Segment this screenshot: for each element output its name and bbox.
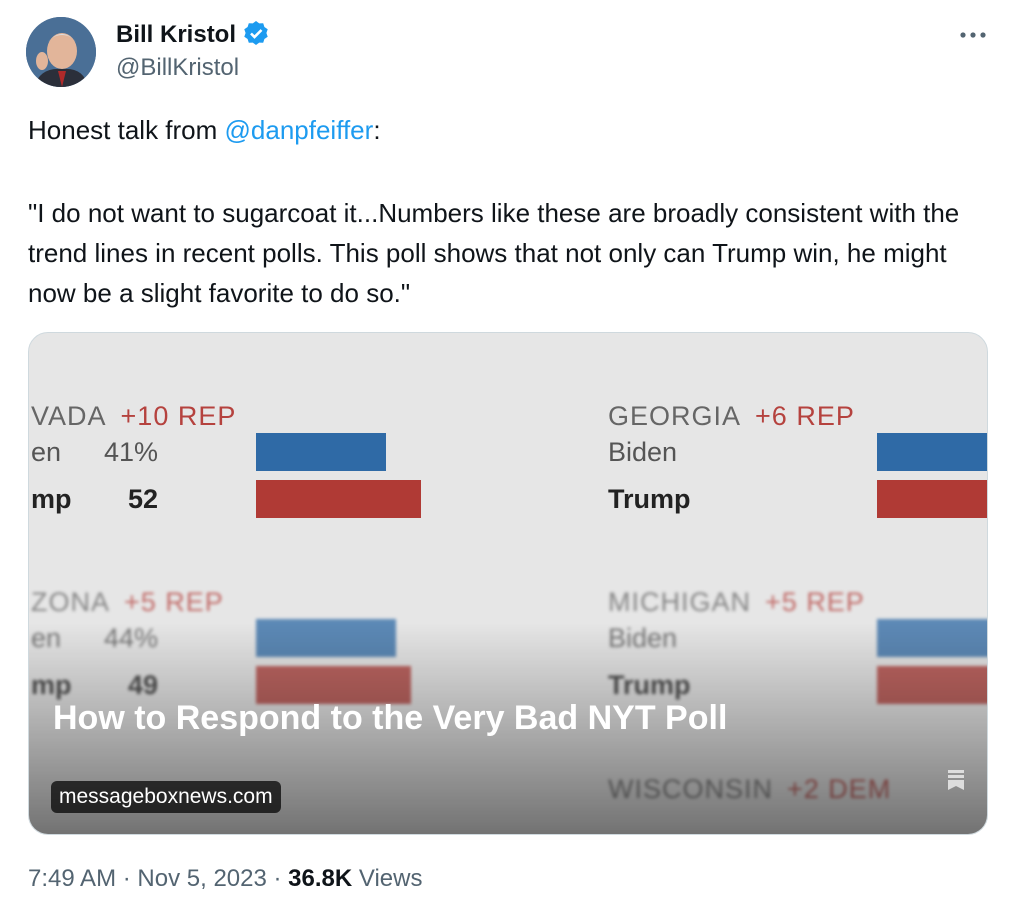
candidate: en: [31, 437, 62, 467]
more-menu[interactable]: [958, 28, 990, 42]
mention[interactable]: @danpfeiffer: [224, 115, 374, 145]
intro-end: :: [373, 115, 381, 145]
poll-panel: VADA +10 REP en 41% mp 52: [31, 401, 431, 561]
poll-state-header: ZONA +5 REP: [31, 587, 224, 618]
views-count: 36.8K: [288, 865, 353, 892]
quote-text: "I do not want to sugarcoat it...Numbers…: [28, 198, 960, 308]
percent: 41%: [103, 437, 158, 467]
avatar-image: [26, 17, 96, 87]
poll-bar: [877, 480, 987, 518]
author-handle[interactable]: @BillKristol: [116, 54, 240, 81]
margin: +5 REP: [124, 587, 224, 617]
candidate: mp: [31, 484, 72, 514]
separator: ·: [273, 865, 282, 892]
poll-bar: [256, 480, 421, 518]
avatar[interactable]: [26, 17, 96, 87]
poll-state-header: MICHIGAN +5 REP: [608, 587, 865, 618]
poll-panel: GEORGIA+6 REPBiden43%Trump49: [608, 401, 987, 561]
poll-state-header: GEORGIA +6 REP: [608, 401, 855, 432]
date[interactable]: Nov 5, 2023: [137, 865, 267, 892]
state: VADA: [31, 401, 107, 431]
tweet-footer: 7:49 AM · Nov 5, 2023 · 36.8K Views: [28, 865, 422, 893]
state: GEORGIA: [608, 401, 742, 431]
margin: +10 REP: [120, 401, 237, 431]
candidate: Trump: [608, 484, 691, 514]
name-text: Bill Kristol: [116, 21, 237, 48]
state: ZONA: [31, 587, 111, 617]
card-title: How to Respond to the Very Bad NYT Poll: [53, 699, 728, 737]
state: MICHIGAN: [608, 587, 751, 617]
margin: +5 REP: [765, 587, 865, 617]
intro-text: Honest talk from: [28, 115, 225, 145]
candidate: Biden: [608, 437, 678, 467]
percent: 52: [127, 484, 158, 514]
card-domain: messageboxnews.com: [51, 781, 281, 813]
poll-bar: [877, 433, 987, 471]
author-name[interactable]: Bill Kristol: [116, 20, 269, 49]
time[interactable]: 7:49 AM: [28, 865, 117, 892]
poll-state-header: VADA +10 REP: [31, 401, 236, 432]
margin: +6 REP: [755, 401, 855, 431]
verified-badge: [243, 21, 268, 45]
views-label: Views: [358, 865, 423, 892]
poll-bar: [256, 433, 386, 471]
tweet-text: Honest talk from @danpfeiffer:: [28, 115, 381, 146]
bookmark-icon: [948, 770, 964, 790]
separator: ·: [122, 865, 131, 892]
